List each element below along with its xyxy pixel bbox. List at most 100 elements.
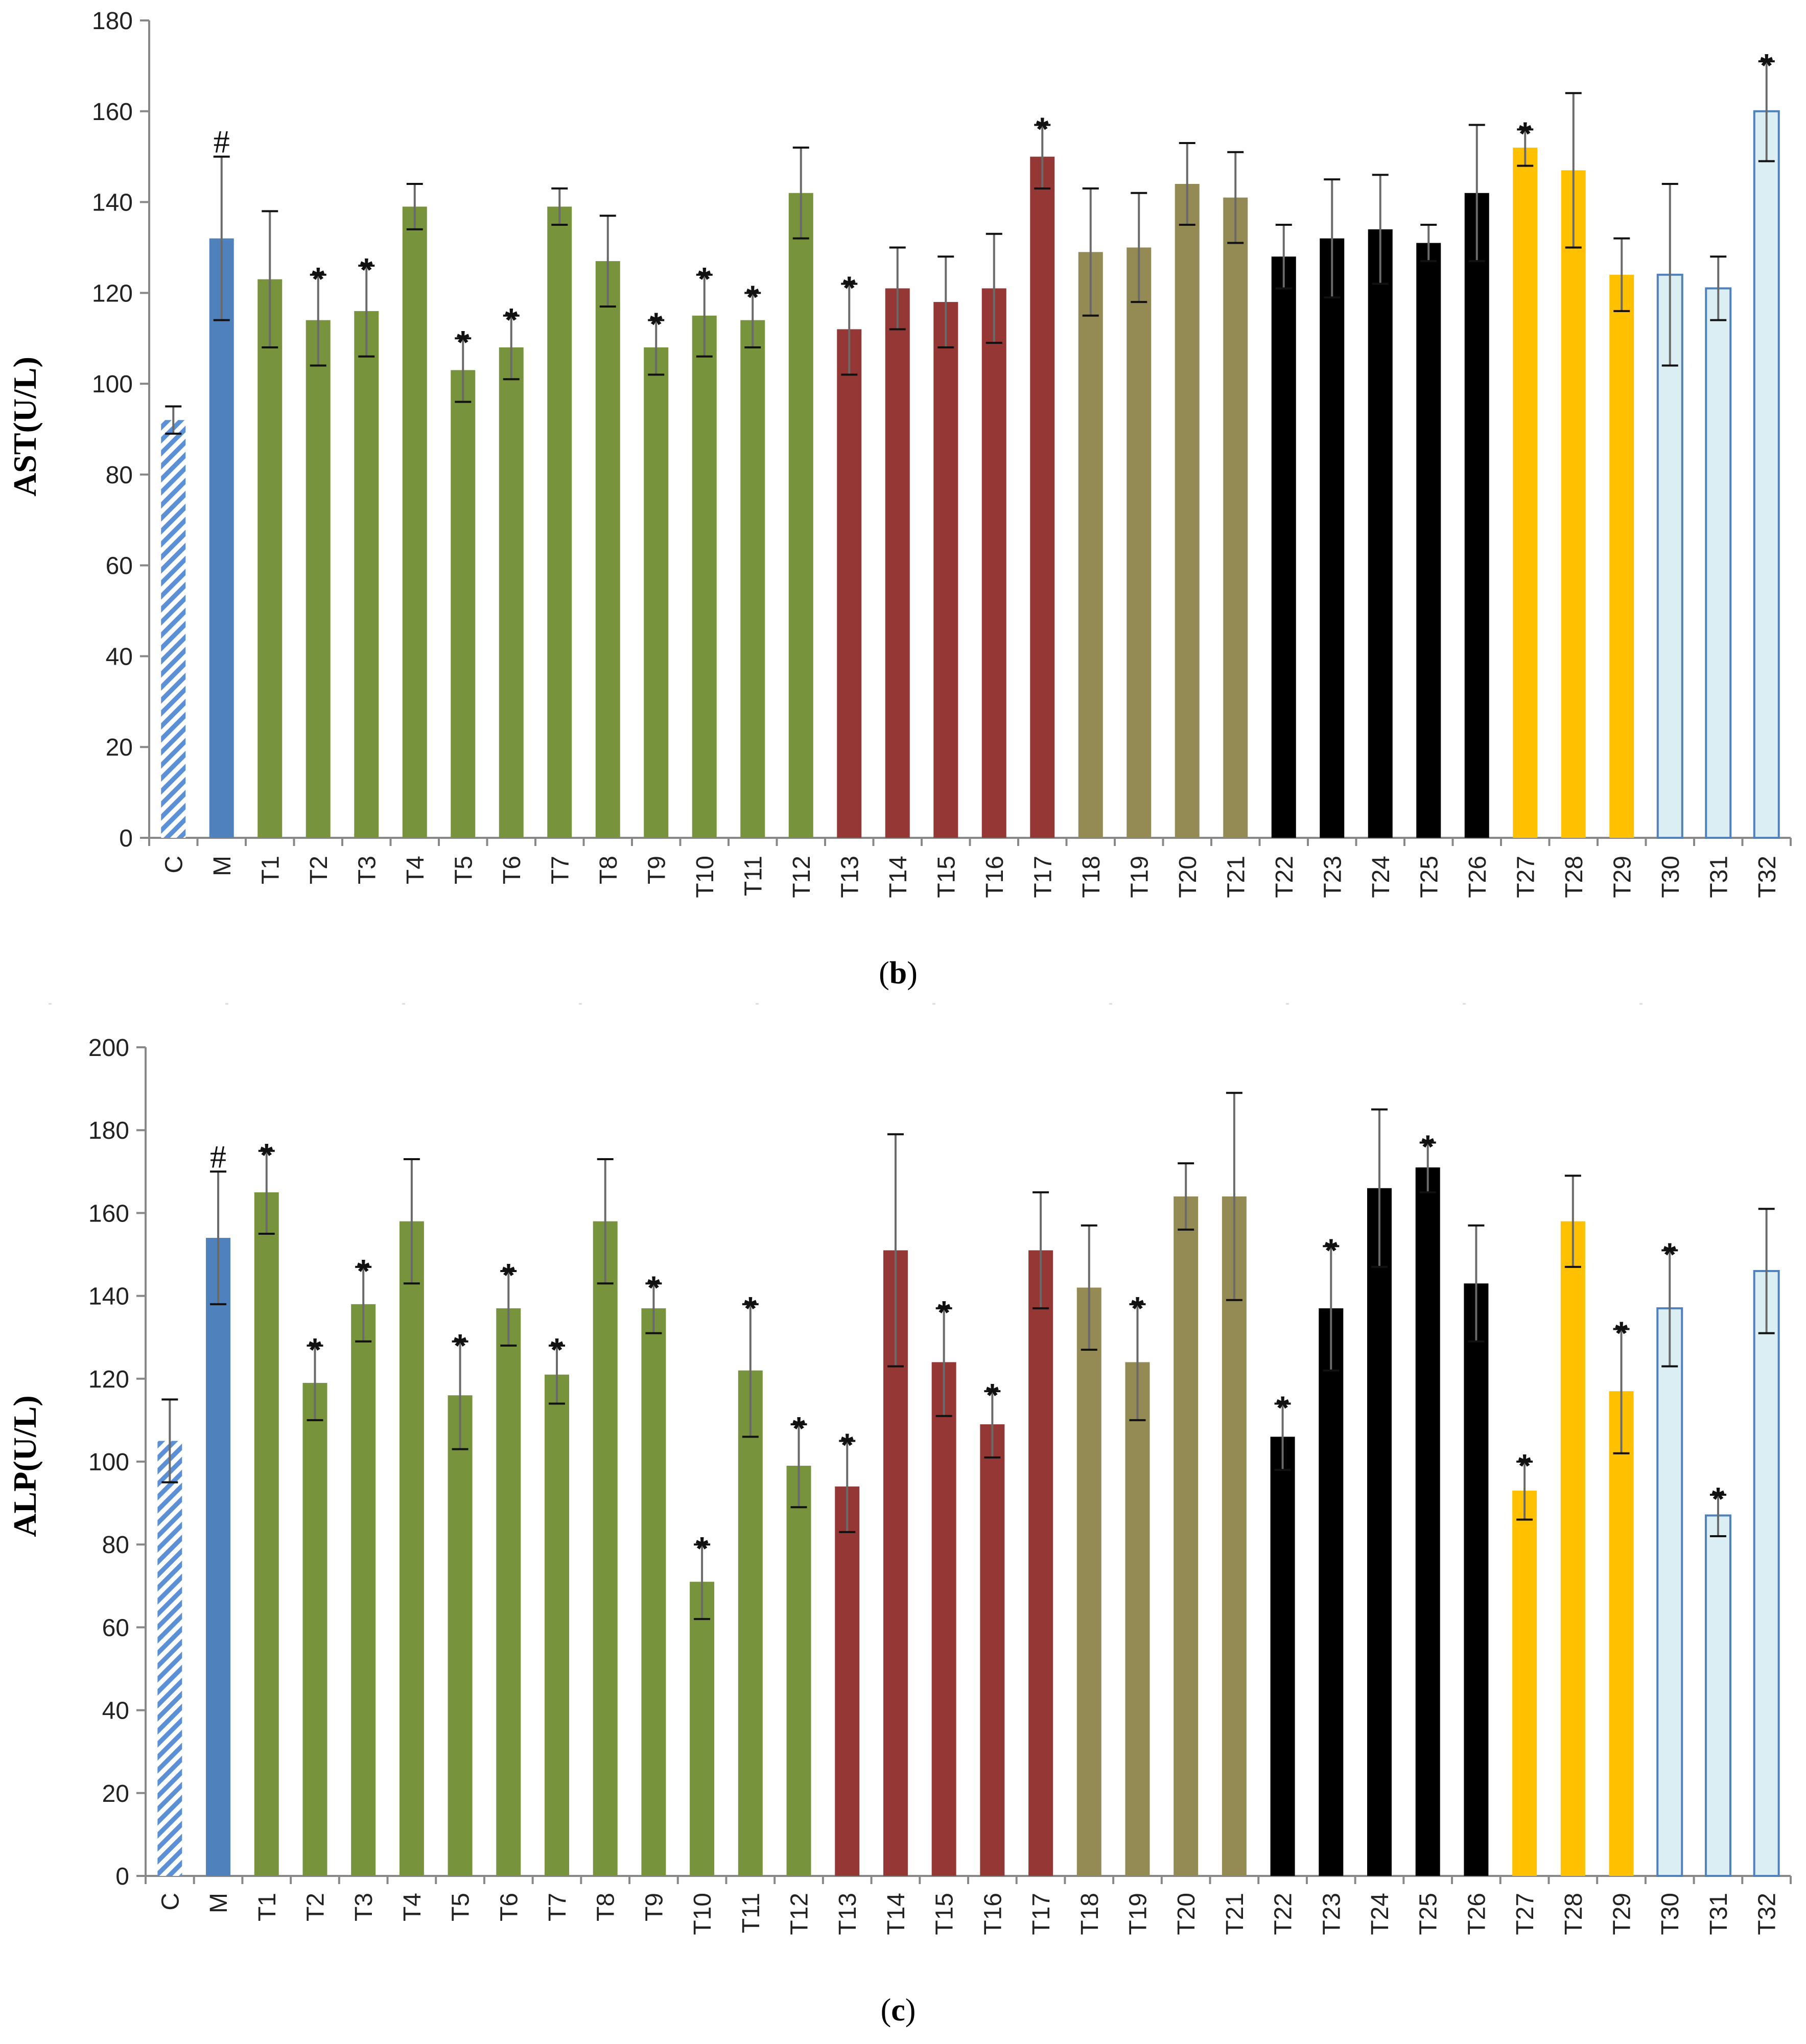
ast-error-bar-t3 (358, 265, 375, 358)
alp-x-tick-label-c: C (157, 1893, 184, 1911)
ast-error-bar-t14 (889, 246, 906, 331)
alp-error-bar-t23 (1323, 1245, 1340, 1372)
alp-bar-t24 (1367, 1188, 1392, 1876)
alp-bar-t28 (1560, 1221, 1585, 1876)
alp-significance-marker-t6: * (502, 1257, 515, 1294)
alp-x-tick-label-t19: T19 (1124, 1893, 1152, 1935)
ast-bar-t9 (644, 347, 669, 838)
alp-bar-t3 (351, 1304, 376, 1876)
alp-x-tick-label-t12: T12 (786, 1893, 813, 1935)
alp-error-bar-t4 (403, 1158, 420, 1285)
alp-error-bar-t28 (1564, 1174, 1581, 1268)
ast-significance-marker-t2: * (312, 261, 324, 297)
alp-x-tick-label-t15: T15 (931, 1893, 958, 1935)
ast-error-bar-t26 (1468, 124, 1485, 263)
ast-significance-marker-t27: * (1519, 115, 1532, 152)
ast-x-tick-label-t27: T27 (1512, 856, 1539, 898)
ast-error-bar-t31 (1710, 255, 1727, 321)
alp-error-bar-t26 (1468, 1224, 1485, 1343)
alp-x-tick-label-t1: T1 (254, 1893, 281, 1921)
alp-significance-marker-t13: * (841, 1426, 854, 1463)
alp-x-tick-label-t22: T22 (1270, 1893, 1297, 1935)
alp-x-tick-label-t16: T16 (979, 1893, 1006, 1935)
alp-significance-marker-t22: * (1276, 1389, 1289, 1426)
ast-bar-t27 (1513, 147, 1538, 838)
alp-bar-c (157, 1441, 182, 1876)
alp-significance-marker-t29: * (1615, 1314, 1628, 1351)
alp-significance-marker-t25: * (1421, 1129, 1434, 1165)
alp-bar-t5 (448, 1395, 473, 1876)
ast-y-tick-label: 0 (119, 825, 133, 852)
ast-significance-marker-t32: * (1760, 47, 1773, 84)
alp-chart: ALP(U/L) (c) 0 20 40 60 80 100 120 140 160 180 200… (7, 1003, 1792, 2028)
ast-error-bar-t10 (696, 273, 713, 358)
alp-bar-t13 (835, 1486, 860, 1876)
ast-x-tick-label-t22: T22 (1271, 856, 1298, 898)
ast-x-tick-label-t19: T19 (1126, 856, 1153, 898)
ast-error-bar-t8 (599, 215, 616, 308)
ast-error-bar-t18 (1082, 187, 1099, 317)
ast-error-bar-t17 (1034, 124, 1051, 190)
alp-error-bar-t5 (452, 1340, 468, 1450)
alp-bar-t11 (738, 1370, 763, 1876)
ast-error-bar-t5 (455, 337, 472, 403)
alp-x-tick-label-t18: T18 (1076, 1893, 1104, 1935)
ast-bar-t16 (981, 288, 1006, 838)
alp-bar-t9 (641, 1308, 666, 1876)
ast-bar-t23 (1320, 238, 1345, 838)
alp-error-bar-t21 (1226, 1092, 1242, 1301)
alp-error-bar-t9 (645, 1282, 662, 1334)
ast-x-tick-label-t3: T3 (354, 856, 381, 884)
alp-significance-marker-t31: * (1711, 1481, 1724, 1517)
alp-bar-t7 (545, 1374, 569, 1876)
ast-error-bar-t7 (551, 187, 568, 226)
ast-bar-t14 (885, 288, 910, 838)
ast-bar-t28 (1561, 170, 1586, 838)
alp-significance-marker-t5: * (454, 1327, 466, 1364)
ast-x-tick-label-t25: T25 (1416, 856, 1443, 898)
alp-bar-t19 (1125, 1362, 1150, 1876)
ast-x-tick-label-t24: T24 (1368, 856, 1395, 898)
alp-bar-t30 (1656, 1307, 1683, 1877)
alp-x-tick-label-t20: T20 (1173, 1893, 1200, 1935)
alp-error-bar-m (210, 1170, 227, 1305)
alp-error-bar-t22 (1274, 1402, 1291, 1471)
ast-error-bar-c (165, 405, 182, 435)
alp-bar-t23 (1319, 1308, 1344, 1876)
ast-error-bar-t20 (1179, 142, 1195, 226)
alp-x-tick-label-t28: T28 (1560, 1893, 1587, 1935)
ast-error-bar-t13 (841, 283, 858, 376)
alp-x-tick-label-t26: T26 (1463, 1893, 1490, 1935)
ast-x-tick-label-t6: T6 (499, 856, 526, 884)
alp-bar-m (206, 1238, 231, 1876)
alp-bar-t6 (496, 1308, 521, 1876)
alp-x-tick-label-t24: T24 (1367, 1893, 1394, 1935)
alp-error-bar-t16 (984, 1390, 1001, 1459)
alp-bar-t12 (786, 1466, 811, 1876)
ast-significance-marker-m: # (214, 124, 230, 160)
ast-bar-t17 (1030, 156, 1055, 838)
ast-y-tick-label: 180 (92, 8, 133, 35)
ast-bar-t18 (1078, 252, 1103, 838)
ast-significance-marker-t6: * (505, 301, 518, 338)
alp-bar-t26 (1464, 1283, 1489, 1876)
alp-x-tick-label-t10: T10 (689, 1893, 716, 1935)
alp-significance-marker-t2: * (309, 1331, 321, 1368)
alp-x-tick-label-t14: T14 (883, 1893, 910, 1935)
alp-bar-t18 (1076, 1287, 1101, 1876)
alp-x-tick-label-t7: T7 (544, 1893, 571, 1921)
ast-significance-marker-t10: * (698, 261, 711, 297)
alp-bar-t1 (254, 1192, 279, 1876)
panel-label-c: (c) (881, 1993, 916, 2028)
ast-error-bar-t22 (1275, 224, 1292, 290)
alp-y-tick-label: 200 (88, 1035, 129, 1062)
alp-error-bar-t19 (1129, 1303, 1146, 1421)
ast-bar-t11 (740, 320, 765, 838)
ast-y-tick-label: 60 (106, 553, 133, 580)
alp-bar-t17 (1028, 1250, 1053, 1876)
alp-y-tick-label: 160 (88, 1200, 129, 1227)
alp-error-bar-t14 (887, 1133, 904, 1368)
ast-bar-t30 (1656, 273, 1683, 839)
ast-error-bar-t25 (1420, 224, 1437, 263)
ast-bar-t29 (1609, 274, 1634, 838)
